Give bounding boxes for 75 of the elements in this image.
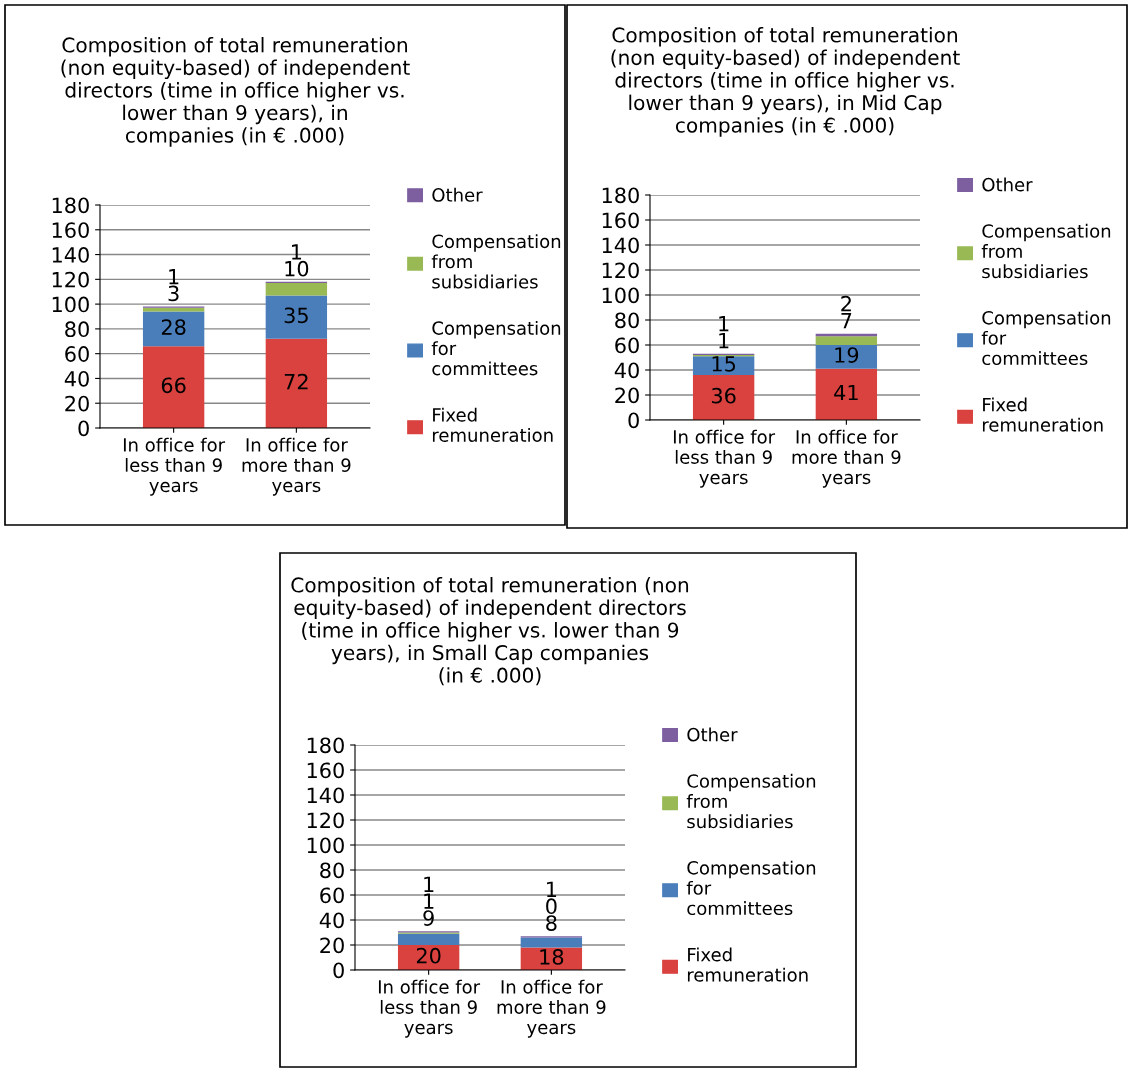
y-tick-label: 80 [615,312,639,329]
data-label: 36 [711,387,736,404]
legend-label: Compensation for committees [686,860,816,916]
y-tick-label: 0 [628,412,639,429]
y-tick-label: 100 [307,837,344,854]
y-tick-label: 120 [307,812,344,829]
y-tick-label: 80 [65,321,89,338]
y-tick-label: 20 [320,937,344,954]
y-tick-label: 60 [615,337,639,354]
data-label: 41 [834,384,858,401]
chart-title: Composition of total remuneration (non equity-based) of independent directors (time in office higher vs. lower than 9 years), in Small Cap companies (in € .000) [291,576,689,686]
legend-label: Other [432,187,483,202]
x-tick-label: In office for more than 9 years [497,979,606,1038]
y-tick-label: 80 [320,862,344,879]
y-tick-label: 140 [52,247,89,263]
legend-label: Fixed remuneration [687,947,808,982]
legend-label: Other [687,727,738,742]
x-tick-label: In office for more than 9 years [242,437,351,496]
y-tick-label: 100 [602,287,639,304]
data-label: 18 [540,949,564,965]
data-label: 1 [547,881,557,897]
y-tick-label: 40 [64,370,89,387]
legend-label: Compensation from subsidiaries [431,234,561,289]
data-label: 19 [835,347,859,363]
y-tick-label: 160 [52,222,89,238]
y-tick-label: 60 [320,887,344,904]
y-tick-label: 40 [319,912,344,929]
data-label: 1 [292,244,302,260]
y-tick-label: 0 [333,962,344,979]
y-tick-label: 160 [307,762,344,779]
y-tick-label: 0 [78,420,89,437]
y-tick-label: 120 [52,271,89,288]
data-label: 0 [546,898,557,915]
y-tick-label: 140 [602,237,639,254]
legend-label: Other [982,177,1033,192]
legend-label: Compensation from subsidiaries [981,223,1111,279]
data-label: 72 [284,373,308,390]
data-label: 1 [719,332,729,349]
data-label: 1 [424,876,434,892]
y-tick-label: 60 [65,346,89,362]
x-tick-label: In office for less than 9 years [123,437,226,496]
data-label: 20 [416,947,441,964]
legend-label: Fixed remuneration [432,407,553,442]
data-label: 28 [161,319,186,335]
legend-label: Compensation for committees [981,310,1111,366]
chart-title: Composition of total remuneration (non equity-based) of independent directors (time in office higher vs. lower than 9 years), in Mid Cap companies (in € .000) [611,26,960,137]
legend-label: Fixed remuneration [982,397,1103,432]
data-label: 1 [169,269,179,285]
x-tick-label: In office for less than 9 years [378,979,481,1038]
data-label: 35 [284,307,308,324]
data-label: 2 [841,295,851,312]
x-tick-label: In office for less than 9 years [673,429,776,488]
data-label: 1 [424,893,434,909]
data-label: 8 [546,915,557,931]
y-tick-label: 180 [52,197,89,214]
x-tick-label: In office for more than 9 years [792,429,901,488]
legend-label: Compensation from subsidiaries [686,773,816,829]
y-tick-label: 40 [614,362,639,379]
chart-title: Composition of total remuneration (non equity-based) of independent directors (time in office higher vs. lower than 9 years), in companies (in € .000) [61,36,410,147]
data-label: 66 [161,377,186,394]
data-label: 10 [285,260,309,277]
y-tick-label: 180 [307,737,344,754]
y-tick-label: 180 [602,187,639,204]
data-label: 15 [712,356,736,372]
data-label: 7 [841,312,852,329]
y-tick-label: 100 [52,296,89,313]
data-label: 9 [423,910,434,926]
data-label: 1 [719,316,729,332]
y-tick-label: 140 [307,787,344,804]
y-tick-label: 20 [65,395,89,412]
y-tick-label: 20 [615,387,639,404]
y-tick-label: 160 [602,212,639,229]
data-label: 3 [168,285,179,302]
y-tick-label: 120 [602,262,639,279]
legend-label: Compensation for committees [431,320,561,376]
